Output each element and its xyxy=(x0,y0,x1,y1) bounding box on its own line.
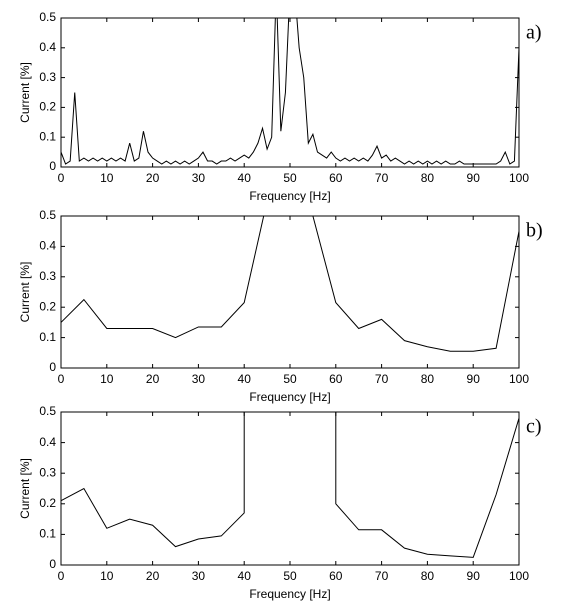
x-tick-label: 70 xyxy=(375,372,389,386)
x-tick-label: 20 xyxy=(146,372,160,386)
x-tick-label: 40 xyxy=(238,171,252,185)
y-tick-label: 0.4 xyxy=(39,239,56,253)
x-tick-label: 50 xyxy=(283,171,297,185)
y-tick-label: 0.2 xyxy=(39,496,56,510)
y-tick-label: 0.1 xyxy=(39,129,56,143)
line xyxy=(61,18,519,165)
x-tick-label: 10 xyxy=(100,372,114,386)
x-tick-label: 60 xyxy=(329,171,343,185)
x-tick-label: 0 xyxy=(58,171,65,185)
x-tick-label: 30 xyxy=(192,569,206,583)
x-tick-label: 80 xyxy=(421,372,435,386)
plot-frame xyxy=(60,411,520,566)
x-tick-label: 90 xyxy=(467,569,481,583)
y-tick-label: 0 xyxy=(49,360,56,374)
y-tick-label: 0.5 xyxy=(39,404,56,418)
y-axis-label: Current [%] xyxy=(18,62,32,123)
x-tick-label: 70 xyxy=(375,569,389,583)
y-tick-label: 0.3 xyxy=(39,269,56,283)
y-tick-label: 0.1 xyxy=(39,527,56,541)
y-tick-label: 0.4 xyxy=(39,40,56,54)
y-axis-label: Current [%] xyxy=(18,262,32,323)
x-axis-label: Frequency [Hz] xyxy=(249,587,330,601)
x-axis-label: Frequency [Hz] xyxy=(249,390,330,404)
x-tick-label: 0 xyxy=(58,372,65,386)
x-tick-label: 10 xyxy=(100,171,114,185)
x-tick-label: 80 xyxy=(421,171,435,185)
plot-frame xyxy=(60,215,520,369)
y-tick-label: 0.2 xyxy=(39,100,56,114)
y-tick-label: 0.5 xyxy=(39,10,56,24)
subplot: 0 10 20 30 40 50 60 70 80 90 100 0 0.1 0.2 0.3 0.4 0.5 Fr… xyxy=(18,10,542,203)
line xyxy=(61,412,519,558)
subplot: 0 10 20 30 40 50 60 70 80 90 100 0 0.1 0.2 0.3 0.4 0.5 Fr… xyxy=(18,404,542,601)
x-tick-label: 70 xyxy=(375,171,389,185)
x-tick-label: 100 xyxy=(509,372,529,386)
x-tick-label: 50 xyxy=(283,372,297,386)
y-tick-label: 0.3 xyxy=(39,70,56,84)
x-tick-label: 20 xyxy=(146,569,160,583)
annotation: b) xyxy=(526,220,543,242)
annotation: c) xyxy=(526,416,542,438)
x-axis-label: Frequency [Hz] xyxy=(249,189,330,203)
x-tick-label: 50 xyxy=(283,569,297,583)
y-tick-label: 0 xyxy=(49,159,56,173)
x-tick-label: 0 xyxy=(58,569,65,583)
x-tick-label: 10 xyxy=(100,569,114,583)
x-tick-label: 100 xyxy=(509,171,529,185)
subplot: 0 10 20 30 40 50 60 70 80 90 100 0 0.1 0.2 0.3 0.4 0.5 Fr… xyxy=(18,208,543,404)
x-tick-label: 20 xyxy=(146,171,160,185)
y-tick-label: 0.1 xyxy=(39,330,56,344)
x-tick-label: 40 xyxy=(238,569,252,583)
x-tick-label: 60 xyxy=(329,372,343,386)
annotation: a) xyxy=(526,22,542,44)
x-tick-label: 30 xyxy=(192,372,206,386)
x-tick-label: 30 xyxy=(192,171,206,185)
x-tick-label: 80 xyxy=(421,569,435,583)
x-tick-label: 90 xyxy=(467,372,481,386)
y-tick-label: 0.5 xyxy=(39,208,56,222)
x-tick-label: 90 xyxy=(467,171,481,185)
y-axis-label: Current [%] xyxy=(18,458,32,519)
y-tick-label: 0.2 xyxy=(39,299,56,313)
x-tick-label: 60 xyxy=(329,569,343,583)
plot-frame xyxy=(60,17,520,168)
y-tick-label: 0.4 xyxy=(39,435,56,449)
line xyxy=(61,216,519,352)
y-tick-label: 0 xyxy=(49,557,56,571)
x-tick-label: 100 xyxy=(509,569,529,583)
y-tick-label: 0.3 xyxy=(39,465,56,479)
x-tick-label: 40 xyxy=(238,372,252,386)
